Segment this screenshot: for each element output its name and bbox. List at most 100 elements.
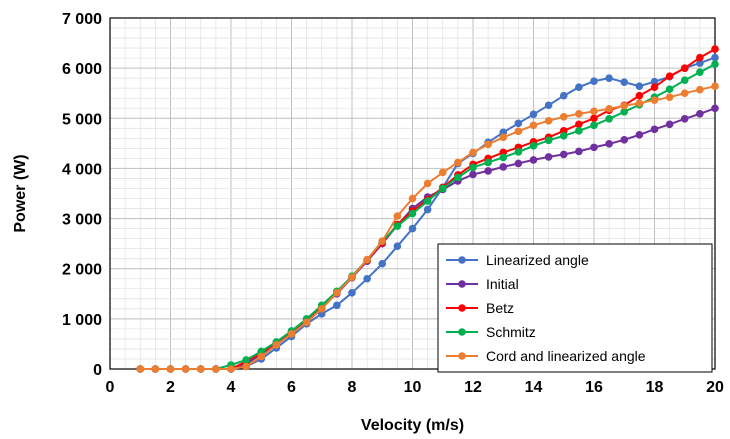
data-point (605, 104, 613, 113)
legend-label: Initial (486, 276, 519, 292)
data-point (454, 173, 462, 182)
axes: 0 2 4 6 8 10 12 14 16 18 20 0 1 000 2 000 3 000 4 000 5 … (62, 11, 724, 396)
data-point (514, 127, 523, 136)
data-point (408, 194, 417, 203)
data-point (711, 45, 719, 53)
x-tick-label: 16 (585, 379, 603, 396)
x-tick-label: 4 (227, 379, 236, 396)
data-point (650, 77, 659, 86)
x-tick-label: 8 (348, 379, 357, 396)
data-point (484, 158, 492, 167)
data-point (665, 85, 674, 94)
data-point (696, 53, 704, 62)
data-point (575, 109, 583, 118)
data-point (529, 142, 538, 150)
data-point (696, 109, 704, 118)
legend-item: Schmitz (446, 324, 536, 340)
data-point (575, 147, 583, 156)
y-tick-label: 1 000 (62, 312, 102, 329)
data-point (590, 107, 598, 116)
data-point (559, 112, 568, 121)
data-point (423, 179, 432, 188)
x-tick-label: 18 (646, 379, 664, 396)
data-point (272, 341, 281, 349)
data-point (514, 148, 523, 156)
data-point (333, 288, 341, 297)
data-point (590, 121, 598, 130)
data-point (438, 184, 447, 193)
x-tick-label: 0 (106, 379, 115, 396)
data-point (393, 242, 402, 250)
data-point (242, 356, 250, 364)
data-point (499, 163, 508, 171)
data-point (650, 125, 659, 134)
x-tick-label: 14 (525, 379, 543, 396)
data-point (196, 365, 205, 373)
data-point (393, 212, 402, 220)
legend-item: Betz (446, 300, 514, 316)
data-point (590, 143, 598, 152)
data-point (287, 330, 296, 338)
data-point (711, 82, 719, 90)
data-point (151, 365, 160, 373)
data-point (680, 64, 689, 72)
data-point (635, 91, 644, 100)
data-point (544, 101, 553, 110)
data-point (227, 365, 235, 373)
data-point (575, 120, 583, 129)
legend-swatch-marker (458, 280, 466, 288)
y-tick-label: 3 000 (62, 212, 102, 229)
legend-swatch-marker (458, 352, 466, 360)
legend-item: Initial (446, 276, 519, 292)
legend-swatch-marker (458, 304, 466, 312)
y-tick-label: 0 (93, 362, 102, 379)
data-point (605, 140, 613, 148)
data-point (378, 237, 387, 245)
data-point (348, 273, 356, 282)
data-point (257, 352, 266, 361)
data-point (650, 83, 659, 91)
data-point (454, 158, 462, 167)
y-tick-label: 5 000 (62, 111, 102, 128)
data-point (529, 156, 538, 164)
data-point (378, 259, 387, 268)
data-point (605, 74, 613, 82)
legend-item: Linearized angle (446, 252, 589, 268)
series-group (136, 45, 719, 373)
data-point (469, 148, 477, 157)
data-point (620, 78, 629, 86)
data-point (575, 83, 583, 91)
series-5 (136, 82, 719, 373)
y-tick-label: 2 000 (62, 262, 102, 279)
data-point (559, 150, 568, 159)
x-tick-label: 20 (706, 379, 724, 396)
x-axis-title: Velocity (m/s) (361, 417, 464, 434)
data-point (408, 209, 417, 218)
legend-box (437, 243, 713, 373)
data-point (423, 197, 432, 205)
data-point (317, 305, 326, 313)
data-point (499, 133, 508, 142)
data-point (242, 362, 250, 371)
data-point (136, 365, 145, 373)
legend-label: Betz (486, 300, 514, 316)
data-point (635, 82, 644, 90)
data-point (181, 365, 190, 373)
data-point (212, 365, 220, 373)
data-point (438, 168, 447, 177)
data-point (363, 274, 371, 283)
data-point (635, 131, 644, 139)
data-point (665, 72, 674, 80)
data-point (680, 76, 689, 84)
data-point (544, 153, 553, 161)
data-point (408, 224, 417, 233)
data-point (696, 85, 704, 94)
data-point (575, 127, 583, 135)
data-point (635, 99, 644, 108)
data-point (680, 89, 689, 98)
data-point (166, 365, 175, 373)
legend: Linearized angle Initial Betz Schmitz Cord… (437, 243, 713, 373)
y-axis-title: Power (W) (12, 154, 29, 232)
plot-area-frame (109, 17, 716, 370)
data-point (393, 222, 402, 230)
